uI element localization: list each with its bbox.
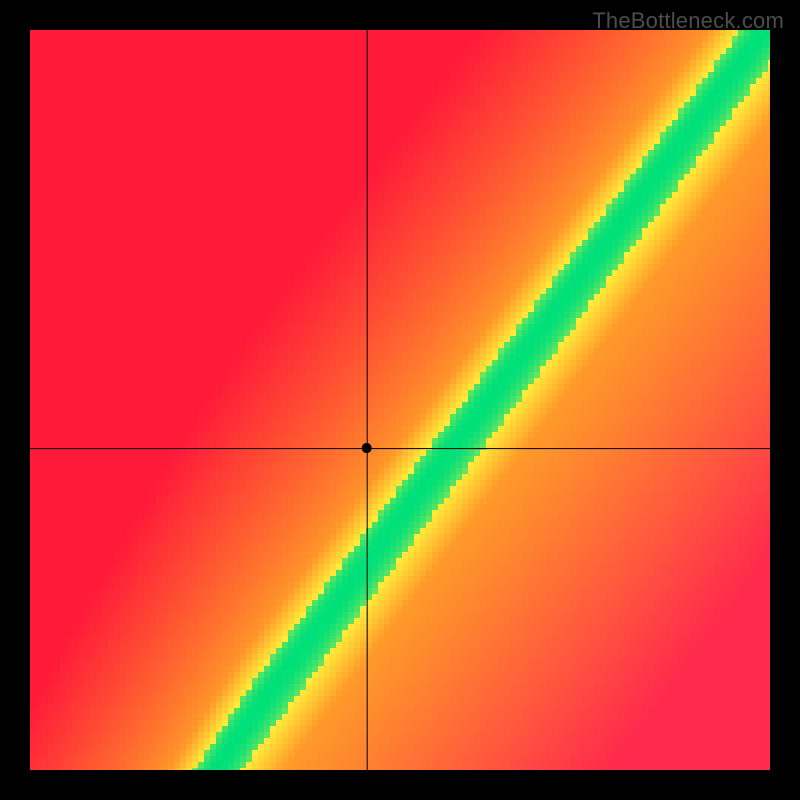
- bottleneck-heatmap: [0, 0, 800, 800]
- chart-container: TheBottleneck.com: [0, 0, 800, 800]
- watermark-text: TheBottleneck.com: [592, 8, 784, 34]
